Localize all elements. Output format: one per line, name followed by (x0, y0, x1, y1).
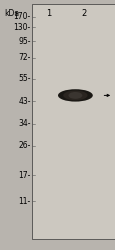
Text: 130-: 130- (13, 23, 30, 32)
Text: 26-: 26- (18, 142, 30, 150)
Ellipse shape (68, 92, 82, 99)
Text: 170-: 170- (13, 12, 30, 21)
Text: 1: 1 (46, 9, 51, 18)
Ellipse shape (63, 90, 87, 100)
Text: kDa: kDa (5, 9, 20, 18)
Text: 11-: 11- (18, 197, 30, 206)
Text: 43-: 43- (18, 97, 30, 106)
Text: 2: 2 (80, 9, 85, 18)
Bar (32, 4, 114, 239)
Text: 34-: 34- (18, 119, 30, 128)
Text: 55-: 55- (18, 74, 30, 84)
Text: 17-: 17- (18, 171, 30, 180)
Ellipse shape (58, 89, 92, 102)
Text: 72-: 72- (18, 53, 30, 62)
Text: 95-: 95- (18, 37, 30, 46)
